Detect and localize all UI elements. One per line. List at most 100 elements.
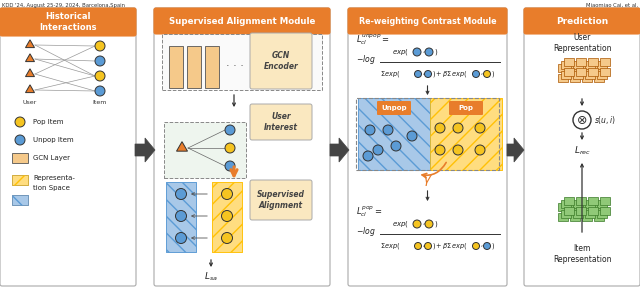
Bar: [600, 197, 610, 205]
Circle shape: [95, 71, 105, 81]
Circle shape: [363, 151, 373, 161]
Bar: [12, 153, 28, 163]
Bar: [356, 98, 499, 170]
Polygon shape: [330, 138, 349, 162]
Bar: [582, 213, 592, 221]
Text: $\Sigma exp($: $\Sigma exp($: [380, 241, 401, 251]
Text: $\Sigma exp($: $\Sigma exp($: [380, 69, 401, 79]
Bar: [597, 210, 607, 218]
Bar: [561, 210, 571, 218]
Text: User
Interest: User Interest: [264, 112, 298, 132]
Bar: [561, 200, 571, 208]
Bar: [600, 68, 610, 76]
Text: Prediction: Prediction: [556, 17, 608, 25]
Circle shape: [407, 131, 417, 141]
Text: $,$: $,$: [480, 243, 483, 249]
Bar: [594, 213, 604, 221]
Text: GCN Layer: GCN Layer: [33, 155, 70, 161]
Bar: [164, 122, 246, 178]
Circle shape: [225, 161, 235, 171]
Text: User: User: [23, 100, 37, 105]
Bar: [573, 210, 583, 218]
Text: Item: Item: [93, 100, 107, 105]
Bar: [558, 64, 568, 72]
Bar: [597, 71, 607, 79]
Circle shape: [175, 189, 186, 199]
Bar: [12, 195, 28, 205]
Text: $\gamma$: $\gamma$: [422, 173, 433, 187]
Circle shape: [425, 220, 433, 228]
Circle shape: [472, 70, 479, 77]
Circle shape: [383, 125, 393, 135]
Text: $)$: $)$: [491, 69, 495, 79]
Bar: [576, 207, 586, 215]
Bar: [576, 197, 586, 205]
Bar: [564, 207, 574, 215]
FancyBboxPatch shape: [449, 101, 483, 115]
Text: $exp($: $exp($: [392, 47, 409, 57]
Text: $exp($: $exp($: [392, 219, 409, 229]
Circle shape: [483, 70, 490, 77]
Polygon shape: [26, 54, 35, 62]
Circle shape: [435, 123, 445, 133]
Bar: [585, 71, 595, 79]
Circle shape: [225, 143, 235, 153]
Bar: [594, 64, 604, 72]
Bar: [561, 61, 571, 69]
Circle shape: [424, 242, 431, 249]
Circle shape: [221, 211, 232, 222]
Bar: [600, 58, 610, 66]
Text: tion Space: tion Space: [33, 185, 70, 191]
Bar: [564, 58, 574, 66]
FancyBboxPatch shape: [154, 8, 330, 286]
FancyBboxPatch shape: [250, 33, 312, 89]
Circle shape: [425, 48, 433, 56]
Bar: [600, 207, 610, 215]
Bar: [582, 64, 592, 72]
Bar: [570, 74, 580, 82]
Bar: [212, 182, 242, 252]
FancyBboxPatch shape: [348, 8, 507, 286]
Bar: [358, 98, 430, 170]
Circle shape: [365, 125, 375, 135]
Polygon shape: [26, 69, 35, 77]
Text: $L_{cl}^{unpop}=$: $L_{cl}^{unpop}=$: [356, 33, 390, 47]
Text: $,$: $,$: [480, 71, 483, 77]
Text: $,$: $,$: [422, 71, 426, 77]
Circle shape: [413, 48, 421, 56]
Polygon shape: [507, 138, 524, 162]
Text: $)$: $)$: [491, 241, 495, 251]
Circle shape: [475, 123, 485, 133]
Text: Historical
Interactions: Historical Interactions: [39, 12, 97, 32]
Bar: [558, 213, 568, 221]
Polygon shape: [26, 40, 35, 48]
Bar: [585, 200, 595, 208]
Bar: [166, 182, 196, 252]
Text: $,$: $,$: [422, 49, 426, 55]
Bar: [588, 58, 598, 66]
Text: $)$: $)$: [434, 219, 438, 229]
Bar: [588, 197, 598, 205]
Polygon shape: [26, 85, 35, 93]
Circle shape: [413, 220, 421, 228]
Bar: [576, 58, 586, 66]
Circle shape: [15, 117, 25, 127]
Bar: [594, 74, 604, 82]
Circle shape: [175, 232, 186, 244]
Text: $L_{cl}^{pop}=$: $L_{cl}^{pop}=$: [356, 205, 382, 219]
Text: KDD '24, August 25-29, 2024, Barcelona,Spain: KDD '24, August 25-29, 2024, Barcelona,S…: [2, 3, 125, 8]
FancyBboxPatch shape: [250, 180, 312, 220]
FancyBboxPatch shape: [0, 8, 136, 36]
Bar: [588, 68, 598, 76]
Bar: [570, 213, 580, 221]
Text: $s(u,i)$: $s(u,i)$: [594, 114, 616, 126]
Circle shape: [483, 242, 490, 249]
Bar: [573, 71, 583, 79]
Circle shape: [95, 86, 105, 96]
Circle shape: [373, 145, 383, 155]
Text: $,$: $,$: [422, 221, 426, 227]
Circle shape: [221, 189, 232, 199]
Text: $L_{rec}$: $L_{rec}$: [573, 145, 591, 157]
Bar: [564, 68, 574, 76]
Polygon shape: [135, 138, 155, 162]
